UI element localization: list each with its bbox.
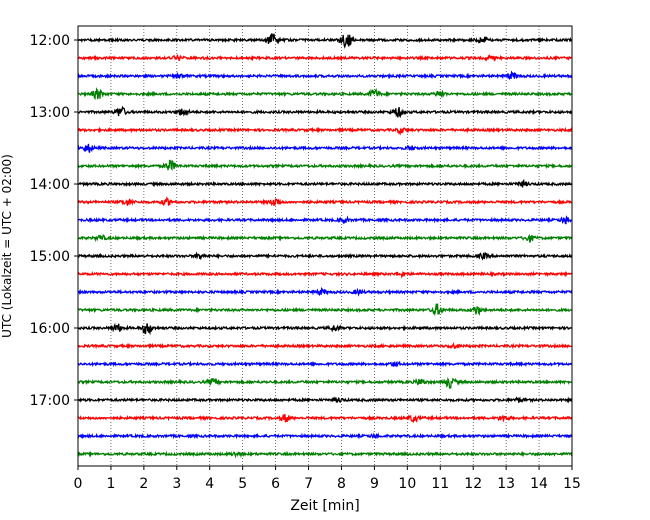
x-tick-label: 5 bbox=[238, 476, 247, 492]
trace-line bbox=[77, 303, 573, 317]
trace-line bbox=[77, 54, 573, 62]
y-axis-label: UTC (Lokalzeit = UTC + 02:00) bbox=[0, 154, 14, 338]
x-tick-label: 11 bbox=[431, 476, 449, 492]
x-axis-ticks: 0 1 2 3 4 5 6 7 8 9 10 11 12 13 14 15 bbox=[74, 466, 581, 492]
trace-line bbox=[77, 215, 573, 225]
x-tick-label: 4 bbox=[205, 476, 214, 492]
trace-line bbox=[77, 270, 573, 279]
x-tick-label: 12 bbox=[464, 476, 482, 492]
trace-line bbox=[77, 432, 573, 440]
trace-line bbox=[77, 70, 573, 81]
x-tick-label: 7 bbox=[304, 476, 313, 492]
trace-line bbox=[77, 87, 573, 101]
x-axis-label: Zeit [min] bbox=[290, 498, 359, 514]
x-tick-label: 10 bbox=[398, 476, 416, 492]
x-tick-label: 0 bbox=[74, 476, 83, 492]
trace-line bbox=[77, 396, 573, 404]
trace-line bbox=[77, 159, 573, 172]
x-tick-label: 15 bbox=[563, 476, 581, 492]
seismic-traces bbox=[77, 33, 573, 459]
x-tick-label: 1 bbox=[106, 476, 115, 492]
trace-line bbox=[77, 33, 573, 49]
trace-line bbox=[77, 322, 573, 336]
x-tick-label: 3 bbox=[172, 476, 181, 492]
trace-line bbox=[77, 251, 573, 261]
x-tick-label: 2 bbox=[139, 476, 148, 492]
grid-lines bbox=[110, 26, 540, 466]
x-tick-label: 9 bbox=[370, 476, 379, 492]
trace-line bbox=[77, 342, 573, 350]
y-tick-label: 17:00 bbox=[30, 393, 70, 409]
x-tick-label: 14 bbox=[530, 476, 548, 492]
trace-line bbox=[78, 105, 573, 119]
trace-line bbox=[77, 450, 573, 459]
trace-line bbox=[77, 126, 573, 136]
y-tick-label: 14:00 bbox=[30, 177, 70, 193]
trace-line bbox=[77, 178, 573, 188]
trace-line bbox=[77, 143, 573, 153]
trace-line bbox=[77, 233, 573, 243]
trace-line bbox=[77, 360, 573, 368]
y-tick-label: 16:00 bbox=[30, 321, 70, 337]
trace-line bbox=[77, 286, 573, 297]
plot-area-frame bbox=[77, 25, 573, 467]
trace-line bbox=[77, 413, 573, 424]
y-tick-label: 12:00 bbox=[30, 33, 70, 49]
x-tick-label: 6 bbox=[271, 476, 280, 492]
y-tick-label: 15:00 bbox=[30, 249, 70, 265]
y-tick-label: 13:00 bbox=[30, 105, 70, 121]
trace-line bbox=[77, 376, 573, 389]
x-tick-label: 13 bbox=[497, 476, 515, 492]
trace-line bbox=[77, 196, 573, 207]
x-tick-label: 8 bbox=[337, 476, 346, 492]
y-axis-ticks: 12:00 13:00 14:00 15:00 16:00 17:00 bbox=[30, 33, 78, 409]
